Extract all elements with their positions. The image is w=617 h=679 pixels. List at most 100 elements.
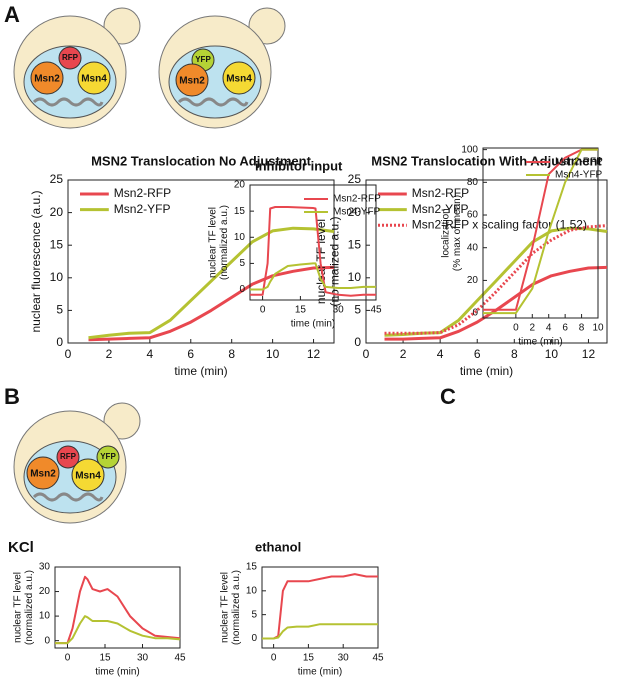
x-tick-label: 6 — [562, 323, 568, 334]
plot-frame — [482, 147, 599, 319]
x-tick-label: 4 — [437, 347, 444, 361]
x-tick-label: 15 — [295, 305, 307, 316]
y-tick-label: 5 — [354, 303, 361, 317]
x-tick-label: 15 — [99, 653, 111, 664]
data-line — [262, 573, 378, 640]
x-tick-label: 10 — [266, 347, 280, 361]
plot-frame — [54, 566, 181, 649]
y-axis-label: localization — [441, 208, 452, 257]
cell-label: Msn4 — [226, 74, 252, 85]
data-line — [262, 623, 378, 640]
cell: RFP Msn2 Msn4 — [13, 7, 141, 129]
y-axis-label: nuclear TF level — [220, 572, 231, 643]
data-line — [55, 615, 181, 645]
chart-title: MSN2 Translocation No Adjustment — [91, 153, 311, 168]
x-tick-label: 45 — [372, 653, 384, 664]
y-tick-label: 20 — [348, 205, 362, 219]
panel-label: C — [440, 384, 456, 409]
x-tick-label: 45 — [370, 305, 382, 316]
x-axis-label: time (min) — [518, 337, 562, 348]
y-tick-label: 0 — [354, 335, 361, 349]
y-tick-label: 10 — [39, 611, 51, 622]
cell: YFP Msn2 Msn4 — [158, 7, 286, 129]
y-tick-label: 10 — [234, 232, 246, 243]
x-tick-label: 10 — [592, 323, 604, 334]
y-tick-label: 20 — [234, 180, 246, 191]
y-axis-label: nuclear TF level — [13, 572, 24, 643]
x-tick-label: 4 — [147, 347, 154, 361]
legend-label: Msn2-YFP — [114, 202, 171, 216]
data-line — [88, 265, 335, 342]
chart-title: ethanol — [255, 539, 301, 554]
legend-label: Msn4-YFP — [555, 170, 603, 181]
x-tick-label: 0 — [271, 653, 277, 664]
x-tick-label: 4 — [546, 323, 552, 334]
y-tick-label: 20 — [50, 205, 64, 219]
y-tick-label: 40 — [467, 242, 479, 253]
x-axis-label: time (min) — [291, 319, 335, 330]
plot-frame — [249, 184, 377, 301]
x-tick-label: 0 — [65, 347, 72, 361]
y-tick-label: 0 — [251, 633, 257, 644]
x-tick-label: 30 — [333, 305, 345, 316]
x-tick-label: 6 — [187, 347, 194, 361]
data-line — [250, 262, 376, 291]
x-tick-label: 2 — [530, 323, 536, 334]
plot-frame — [261, 566, 379, 649]
y-tick-label: 5 — [239, 258, 245, 269]
x-tick-label: 0 — [65, 653, 71, 664]
y-axis-label: (normalized a.u.) — [24, 570, 35, 645]
x-tick-label: 12 — [582, 347, 596, 361]
y-tick-label: 0 — [472, 308, 478, 319]
panel-label: B — [4, 384, 20, 409]
legend-label: Msn2-YFP — [412, 202, 469, 216]
x-tick-label: 45 — [174, 653, 186, 664]
y-axis-label: (normalized a.u.) — [328, 216, 342, 306]
legend-label: Msn4-YFP — [333, 207, 381, 218]
x-tick-label: 0 — [260, 305, 266, 316]
chart-title: KCl — [8, 539, 34, 556]
y-axis-label: (normalized a.u.) — [219, 205, 230, 280]
y-axis-label: nuclear fluorescence (a.u.) — [29, 190, 43, 332]
x-tick-label: 30 — [338, 653, 350, 664]
y-tick-label: 25 — [50, 172, 64, 186]
y-axis-label: (% max of mean) — [452, 195, 463, 271]
y-tick-label: 10 — [348, 270, 362, 284]
y-tick-label: 15 — [246, 562, 258, 573]
y-tick-label: 0 — [56, 335, 63, 349]
x-axis-label: time (min) — [298, 667, 342, 678]
y-tick-label: 0 — [44, 635, 50, 646]
x-tick-label: 8 — [511, 347, 518, 361]
y-tick-label: 25 — [348, 172, 362, 186]
x-axis-label: time (min) — [174, 364, 227, 378]
y-tick-label: 5 — [56, 303, 63, 317]
chart-title: MSN2 Translocation With Adjustment — [371, 153, 602, 168]
legend-label: Msn2-RFP — [555, 157, 603, 168]
cell-label: Msn2 — [34, 74, 60, 85]
legend-label: Msn2-RFP x scaling factor (1.52) — [412, 217, 587, 231]
data-line — [88, 226, 335, 340]
y-tick-label: 60 — [467, 210, 479, 221]
y-tick-label: 100 — [461, 144, 478, 155]
y-tick-label: 15 — [50, 237, 64, 251]
y-tick-label: 10 — [50, 270, 64, 284]
y-tick-label: 0 — [239, 284, 245, 295]
x-tick-label: 0 — [513, 323, 519, 334]
x-axis-label: time (min) — [460, 364, 513, 378]
cell: RFP Msn2 Msn4 YFP — [13, 402, 141, 524]
y-tick-label: 30 — [39, 562, 51, 573]
legend-label: Msn2-RFP — [412, 186, 469, 200]
cell-label: RFP — [60, 452, 77, 461]
legend-label: Msn2-RFP — [114, 186, 171, 200]
x-tick-label: 2 — [106, 347, 113, 361]
data-line — [250, 206, 376, 297]
y-tick-label: 20 — [39, 586, 51, 597]
x-tick-label: 8 — [228, 347, 235, 361]
plot-frame — [67, 179, 335, 344]
data-line — [483, 148, 598, 315]
cell-label: YFP — [100, 452, 116, 461]
x-tick-label: 0 — [363, 347, 370, 361]
y-axis-label: (normalized a.u.) — [231, 570, 242, 645]
data-line — [55, 575, 181, 645]
